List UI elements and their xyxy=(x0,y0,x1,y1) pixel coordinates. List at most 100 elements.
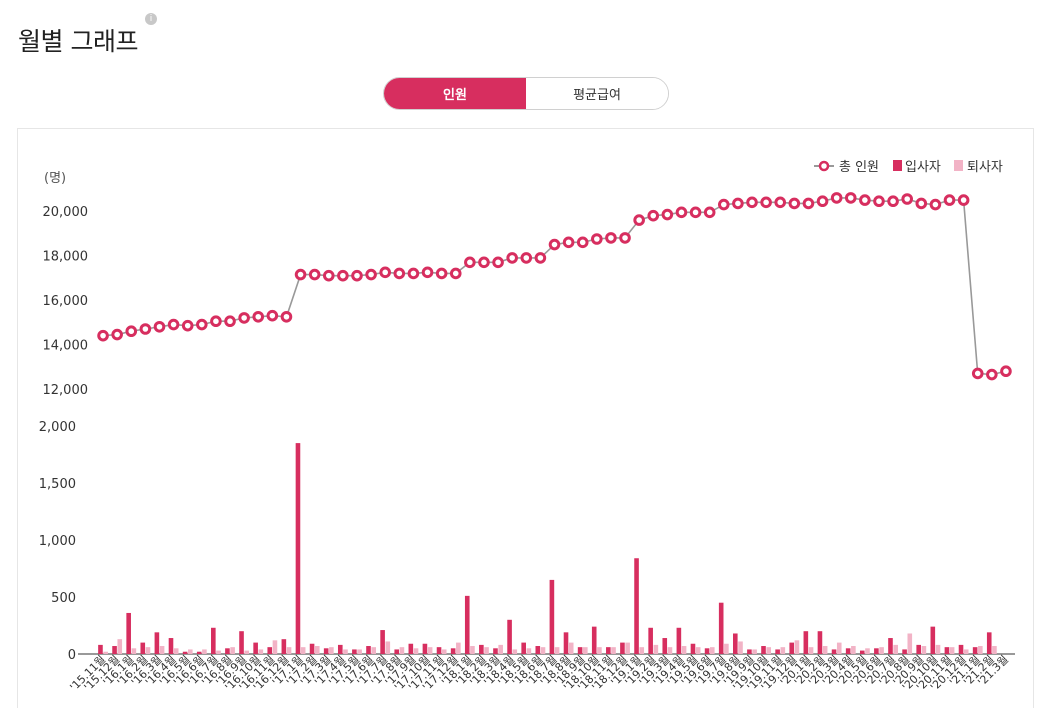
bar-leavers xyxy=(639,647,645,654)
bar-hires xyxy=(690,643,696,654)
total-headcount-point xyxy=(732,197,744,210)
bar-leavers xyxy=(865,648,870,654)
total-headcount-point xyxy=(196,318,208,331)
total-headcount-point xyxy=(125,325,138,338)
total-headcount-point xyxy=(210,315,222,328)
bar-hires xyxy=(874,648,879,654)
bar-y-tick-label: 1,000 xyxy=(39,534,76,549)
bar-hires xyxy=(831,649,837,654)
x-axis-labels: '15.11월'15.12월'16.1월'16.2월'16.3월'16.4월'1… xyxy=(67,653,1011,694)
bar-hires xyxy=(267,647,273,654)
bar-y-tick-label: 0 xyxy=(68,648,76,663)
total-headcount-point xyxy=(224,315,236,328)
bar-leavers xyxy=(625,642,630,654)
line-y-tick-label: 18,000 xyxy=(43,250,89,265)
bar-leavers xyxy=(385,641,391,654)
total-headcount-point xyxy=(534,252,547,264)
bar-hires xyxy=(859,650,865,654)
bar-hires xyxy=(549,579,555,654)
bar-leavers xyxy=(822,646,828,654)
total-headcount-point xyxy=(435,267,448,280)
total-headcount-point xyxy=(986,368,998,381)
chart-panel: (명) 총 인원 입사자 퇴사자 12,000 14,000 16,000 18,00… xyxy=(17,128,1034,708)
total-headcount-point xyxy=(351,269,363,282)
total-headcount-point xyxy=(887,195,899,208)
bar-hires xyxy=(662,638,668,654)
total-headcount-point xyxy=(901,193,913,205)
legend-leavers-swatch xyxy=(954,160,963,171)
total-headcount-point xyxy=(407,267,420,280)
bar-hires xyxy=(408,643,414,654)
total-headcount-point xyxy=(844,192,857,204)
legend-line-marker xyxy=(818,160,830,172)
bar-hires xyxy=(126,612,131,654)
bar-leavers xyxy=(258,649,264,654)
bar-hires xyxy=(366,646,371,654)
bar-hires xyxy=(606,647,611,654)
bar-leavers xyxy=(963,649,969,654)
bar-hires xyxy=(648,627,653,654)
bar-hires xyxy=(380,630,385,654)
total-headcount-point xyxy=(633,214,645,226)
bar-leavers xyxy=(568,642,574,654)
info-icon[interactable]: i xyxy=(145,13,157,25)
bar-leavers xyxy=(540,647,546,654)
tab-average-salary[interactable]: 평균급여 xyxy=(526,78,668,109)
total-headcount-point xyxy=(689,206,702,219)
total-headcount-point xyxy=(647,209,660,222)
bar-hires xyxy=(253,642,258,654)
total-headcount-point xyxy=(576,236,589,249)
total-headcount-point xyxy=(957,194,970,206)
bar-leavers xyxy=(159,646,165,654)
legend-total-label: 총 인원 xyxy=(839,160,879,175)
total-headcount-point xyxy=(816,195,829,208)
bar-leavers xyxy=(921,646,927,654)
bar-hires xyxy=(352,649,357,654)
bar-hires xyxy=(281,639,287,654)
bar-hires xyxy=(154,632,160,654)
bar-leavers xyxy=(427,647,433,654)
bar-hires xyxy=(295,443,301,654)
bar-hires xyxy=(98,644,103,654)
bar-hires xyxy=(747,649,752,654)
total-headcount-point xyxy=(421,266,434,279)
total-headcount-point xyxy=(788,197,801,210)
total-headcount-point xyxy=(675,206,688,219)
bar-leavers xyxy=(695,647,701,654)
total-headcount-point xyxy=(111,328,123,341)
bar-hires xyxy=(464,595,470,654)
total-headcount-point xyxy=(139,323,152,335)
bar-leavers xyxy=(371,647,376,654)
bar-leavers xyxy=(766,647,772,654)
total-headcount-point xyxy=(322,269,335,282)
bar-hires xyxy=(211,627,216,654)
bar-hires xyxy=(182,651,188,654)
bar-hires xyxy=(958,644,964,654)
bar-leavers xyxy=(653,644,659,654)
bar-hires xyxy=(168,638,174,654)
total-headcount-point xyxy=(520,252,533,264)
bar-hires xyxy=(888,638,893,654)
bar-leavers xyxy=(470,646,475,654)
tab-headcount[interactable]: 인원 xyxy=(384,78,526,109)
bar-hires xyxy=(704,648,710,654)
total-headcount-point xyxy=(280,310,293,323)
bar-hires xyxy=(733,633,738,654)
bar-hires xyxy=(972,647,978,654)
bar-leavers xyxy=(103,651,108,654)
bar-leavers xyxy=(498,644,503,654)
bar-leavers xyxy=(681,646,687,654)
total-headcount-point xyxy=(548,238,561,251)
total-headcount-point xyxy=(830,192,843,204)
total-headcount-point xyxy=(181,319,194,332)
bar-hires xyxy=(493,648,498,654)
total-headcount-point xyxy=(873,195,885,208)
total-headcount-point xyxy=(337,269,349,282)
total-headcount-point xyxy=(746,196,758,209)
bar-hires xyxy=(140,642,146,654)
bar-hires xyxy=(323,648,329,654)
total-headcount-point xyxy=(619,232,631,244)
bar-hires xyxy=(422,643,428,654)
bar-y-tick-label: 1,500 xyxy=(39,477,76,492)
bar-leavers xyxy=(907,633,913,654)
